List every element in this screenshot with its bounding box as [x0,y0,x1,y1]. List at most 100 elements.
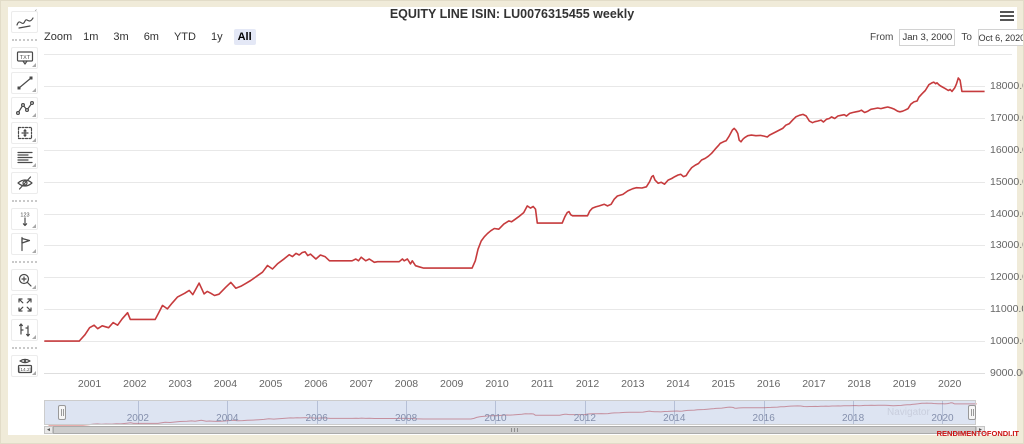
indicators-icon [15,17,34,29]
range-button-all[interactable]: All [233,29,256,45]
x-axis-label: 2014 [666,378,690,390]
x-axis-label: 2011 [530,378,554,390]
tool-flags-button[interactable] [11,233,38,255]
x-axis-label: 2007 [349,378,373,390]
tool-fibonacci-button[interactable] [11,147,38,169]
tool-segment-line-button[interactable] [11,72,38,94]
measure-icon [17,126,32,140]
full-screen-icon [17,298,32,312]
svg-text:TXT: TXT [19,55,30,61]
y-axis-label: 17000.00 [990,111,1023,124]
navigator-axis-label: 2002 [126,413,149,424]
navigator-axis-label: 2010 [484,413,507,424]
zoom-change-icon [18,273,32,287]
svg-text:123: 123 [20,213,29,219]
range-button-3m[interactable]: 3m [113,31,129,43]
segment-line-icon [17,76,32,90]
toolbar-separator [12,39,37,41]
tool-toggle-annotations-button[interactable] [11,172,38,194]
x-axis-label: 2005 [258,378,283,390]
x-axis-label: 2009 [440,378,464,390]
y-axis-label: 14000.00 [990,207,1023,220]
y-axis-label: 13000.00 [990,239,1023,252]
tool-series-type-button[interactable] [11,319,38,341]
x-axis-label: 2001 [77,378,102,390]
range-selector: Zoom 1m 3m 6m YTD 1y All [44,29,256,45]
navigator-axis-label: 2006 [305,413,328,424]
navigator-axis-label: 2008 [394,413,418,424]
scrollbar-grip-icon [511,428,518,432]
stock-tools-toolbar: TXT 123 {14.2} [11,11,38,377]
tool-current-price-indicator-button[interactable]: {14.2} [11,355,38,377]
range-button-ytd[interactable]: YTD [173,31,196,43]
x-axis-label: 2003 [168,378,192,390]
tool-measure-button[interactable] [11,122,38,144]
chart-context-menu-button[interactable] [1000,11,1014,22]
flags-icon [20,236,30,252]
navigator-axis-label: 2020 [931,413,954,424]
y-axis-label: 12000.00 [990,271,1023,284]
chart-title: EQUITY LINE ISIN: LU0076315455 weekly [389,7,635,21]
annotation-label-icon: TXT [16,51,33,65]
y-axis-label: 10000.00 [990,335,1023,348]
x-axis-label: 2006 [304,378,328,390]
x-axis-label: 2010 [485,378,509,390]
x-axis-label: 2018 [847,378,871,390]
x-axis-label: 2013 [621,378,645,390]
toolbar-separator [12,200,37,202]
y-axis-label: 11000.00 [990,303,1023,316]
y-axis-label: 15000.00 [990,175,1023,188]
toggle-annotations-icon [16,176,33,190]
navigator-axis-label: 2014 [663,413,686,424]
y-axis-label: 9000.00 [990,367,1023,379]
range-selector-divider [44,54,1012,55]
tool-annotation-label-button[interactable]: TXT [11,47,38,69]
navigator-axis-label: 2012 [573,413,596,424]
to-label: To [961,32,972,43]
svg-text:{14.2}: {14.2} [18,367,31,373]
tool-vertical-labels-button[interactable]: 123 [11,208,38,230]
toolbar-separator [12,347,37,349]
crooked-line-icon [15,101,34,116]
current-price-indicator-icon: {14.2} [17,358,32,374]
x-axis-label: 2019 [892,378,917,390]
x-axis-label: 2008 [394,378,419,390]
zoom-label: Zoom [44,31,73,43]
navigator-axis-label: 2016 [752,413,775,424]
x-axis-label: 2015 [711,378,736,390]
navigator-axis-label: 2004 [216,413,239,424]
from-label: From [870,32,894,43]
navigator-right-handle[interactable] [968,405,976,420]
scrollbar-left-arrow-button[interactable]: ◄ [44,426,53,434]
x-axis-label: 2016 [756,378,781,390]
navigator-mask[interactable] [45,400,976,425]
chart-plot-area[interactable] [44,57,985,373]
series-type-icon [18,323,30,337]
navigator-axis-label: 2018 [841,413,865,424]
range-button-1y[interactable]: 1y [210,31,223,43]
to-date-input[interactable]: Oct 6, 2020 [977,29,1023,46]
site-watermark: RENDIMENTOFONDI.IT [936,429,1019,438]
x-axis-label: 2017 [802,378,826,390]
x-axis-label: 2002 [123,378,147,390]
fibonacci-icon [16,151,33,164]
y-axis-label: 16000.00 [990,143,1023,156]
from-date-input[interactable]: Jan 3, 2000 [899,29,956,46]
y-axis-label: 18000.00 [990,80,1023,92]
hamburger-icon [1000,11,1014,13]
tool-full-screen-button[interactable] [11,294,38,316]
range-button-1m[interactable]: 1m [83,31,99,43]
date-range: From Jan 3, 2000 To Oct 6, 2020 [870,29,1023,46]
tool-zoom-change-button[interactable] [11,269,38,291]
x-axis-label: 2020 [938,378,962,390]
range-button-6m[interactable]: 6m [143,31,159,43]
scrollbar-right-arrow-button[interactable]: ► [976,426,985,434]
x-axis-label: 2004 [213,378,238,390]
vertical-labels-icon: 123 [20,213,29,227]
scrollbar-thumb[interactable] [53,426,976,434]
tool-crooked-line-button[interactable] [11,97,38,119]
navigator-left-handle[interactable] [58,405,66,420]
toolbar-separator [12,261,37,263]
tool-indicators-button[interactable] [11,11,38,33]
